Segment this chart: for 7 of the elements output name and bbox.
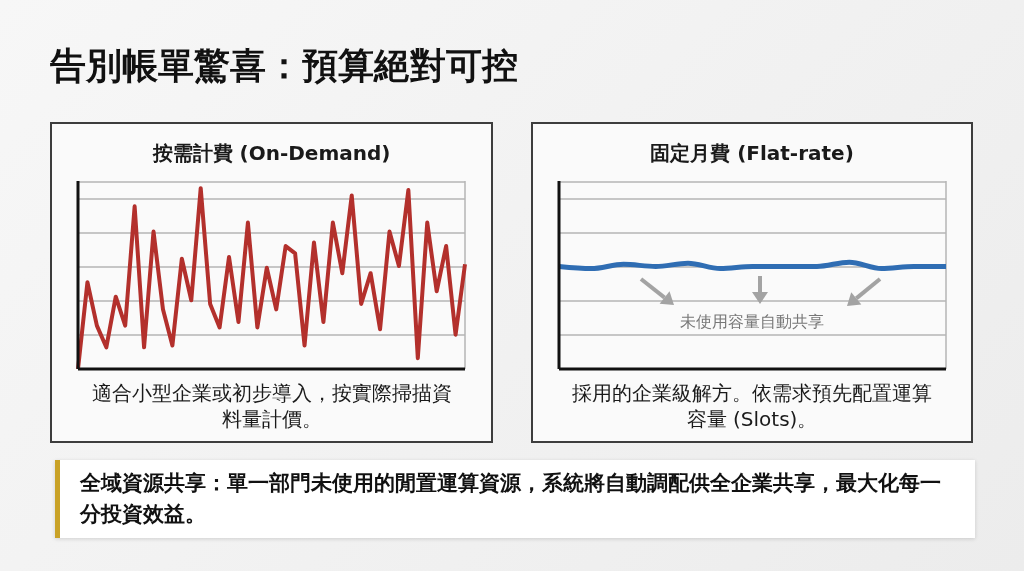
text: 適合小型企業或初步導入，按實際掃描資料量計價。 [90, 380, 453, 432]
chart-title: 按需計費 (On-Demand) [151, 140, 392, 167]
text: 全域資源共享：單一部門未使用的閒置運算資源，系統將自動調配供全企業共享，最大化每一分投資效益。 [80, 470, 942, 528]
chart-title: 固定月費 (Flat-rate) [649, 140, 855, 167]
text: 採用的企業級解方。依需求預先配置運算容量 (Slots)。 [571, 380, 933, 432]
annotation: 未使用容量自動共享 [679, 312, 825, 333]
text: 告別帳單驚喜：預算絕對可控 [50, 44, 519, 88]
